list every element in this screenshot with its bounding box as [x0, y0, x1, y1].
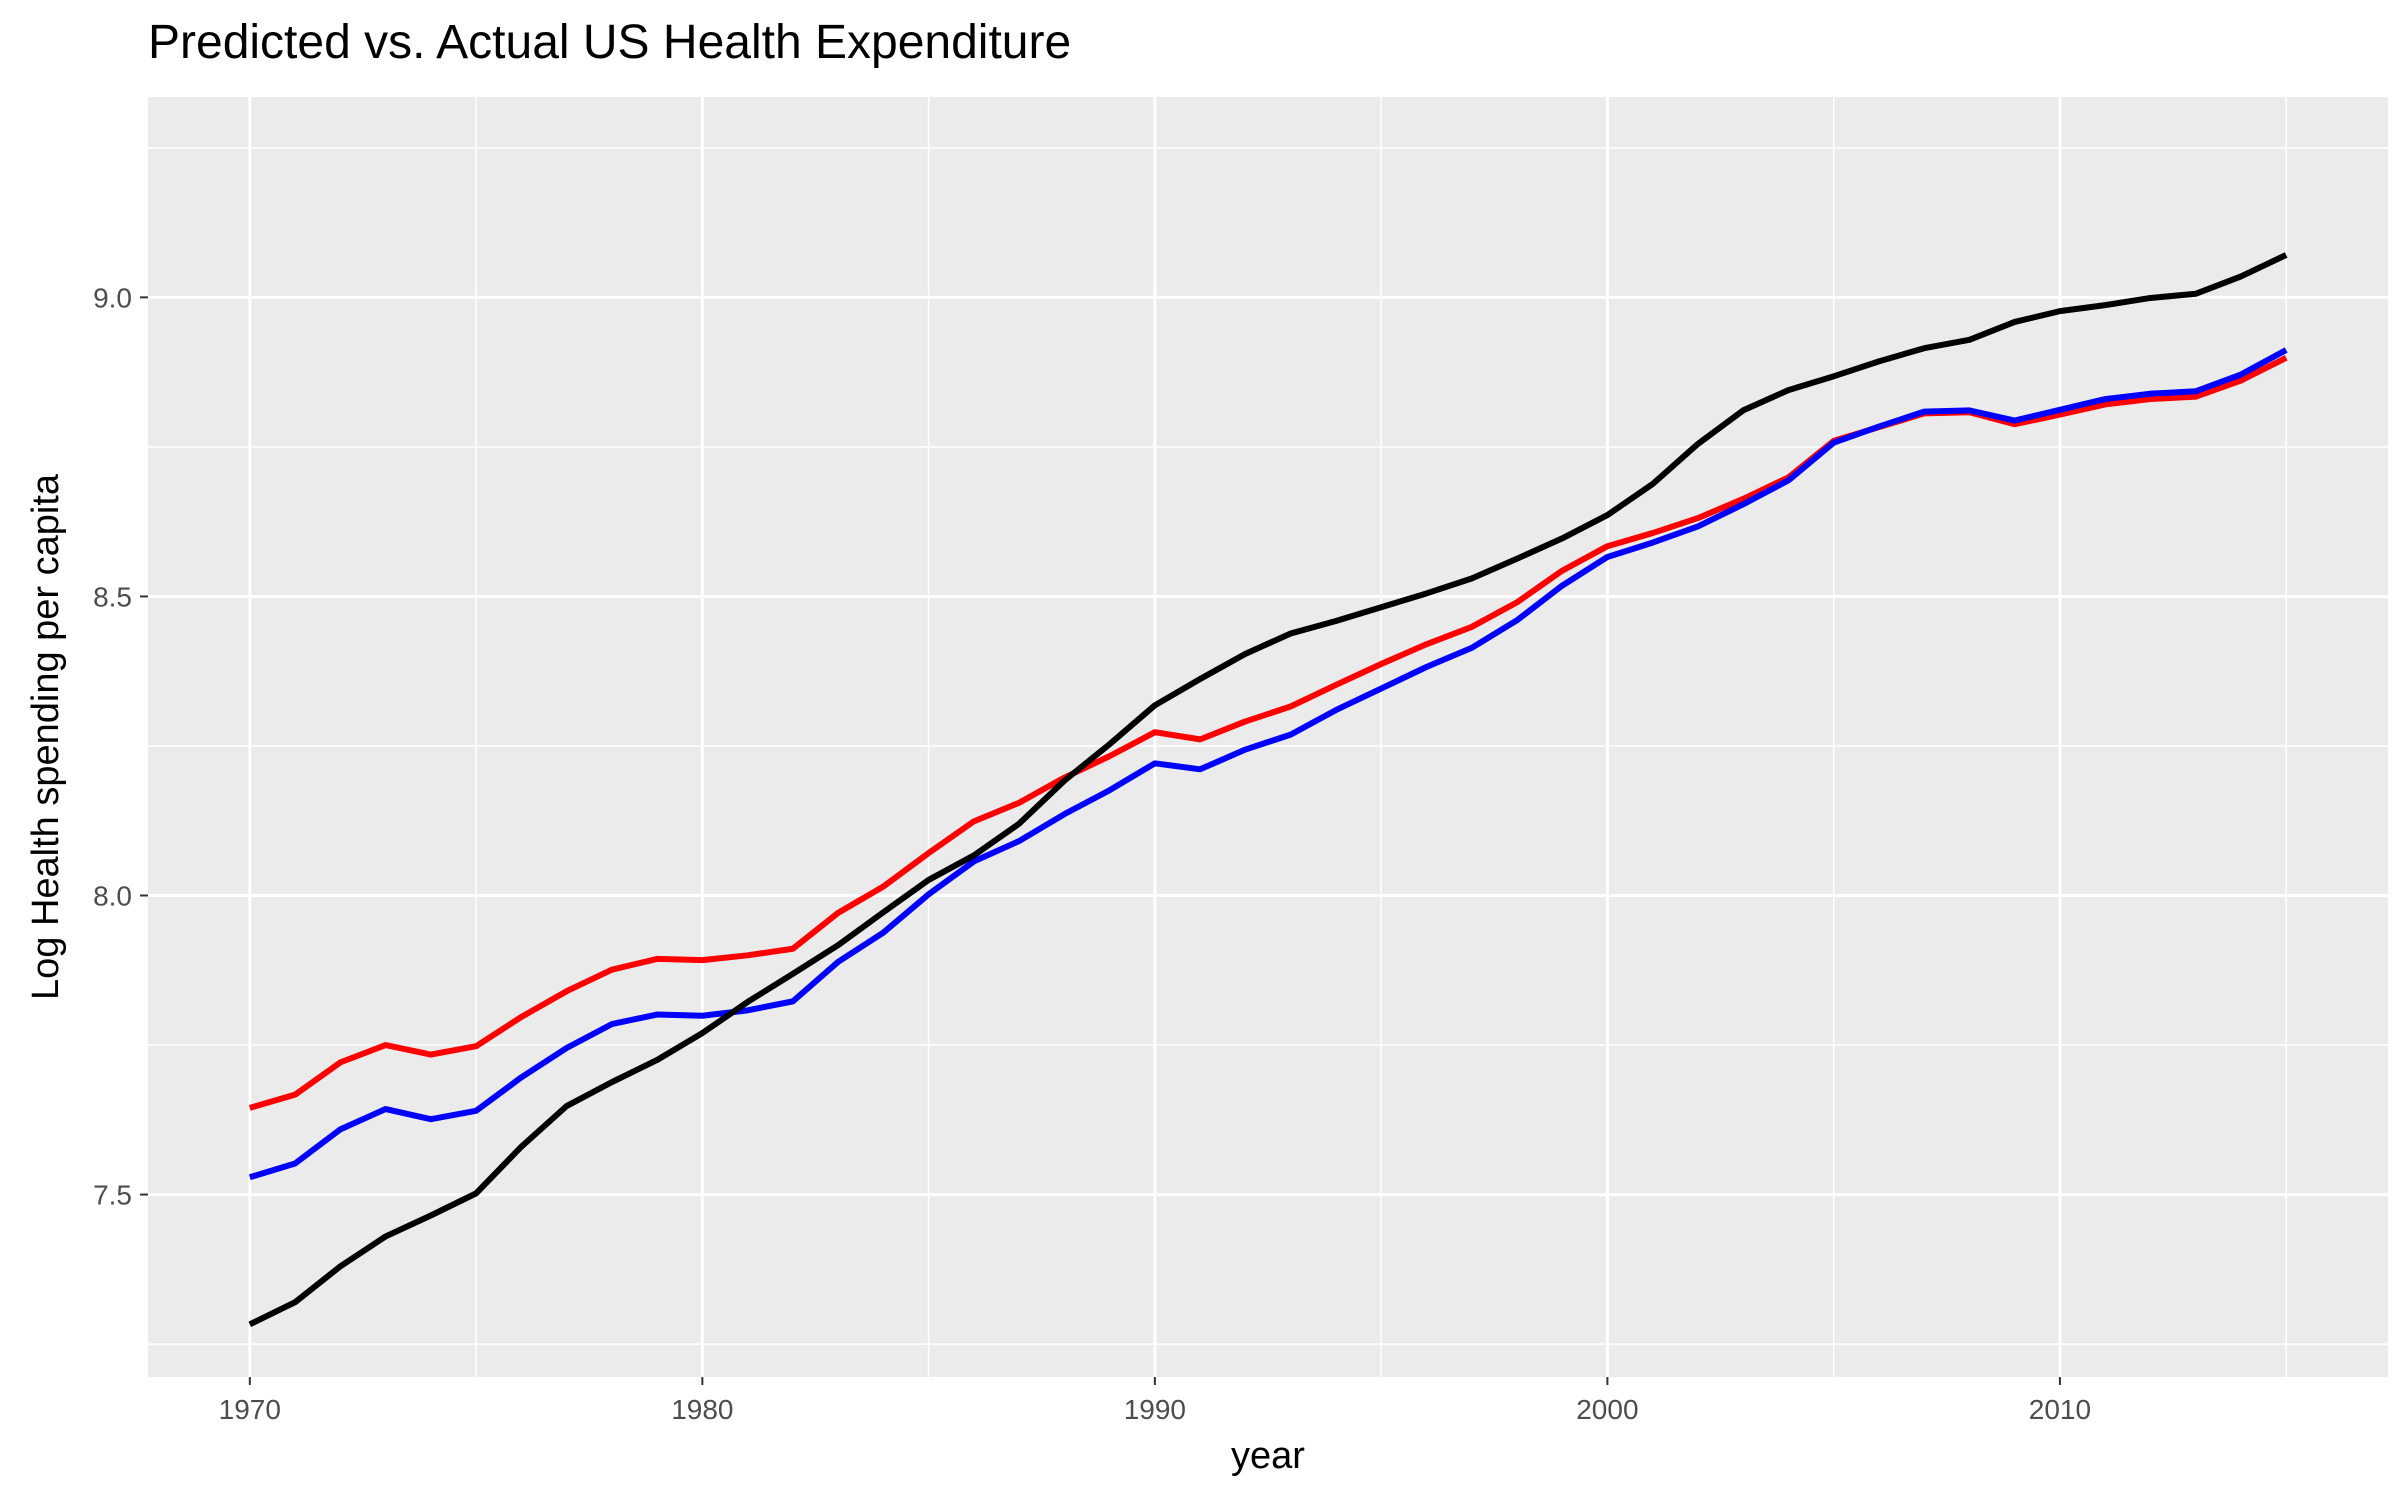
minor-gridlines — [148, 97, 2388, 1377]
y-tick-label: 8.0 — [93, 881, 132, 912]
y-axis-ticks: 7.5 8.0 8.5 9.0 — [93, 282, 148, 1211]
y-tick-label: 8.5 — [93, 581, 132, 612]
x-axis-ticks: 1970 1980 1990 2000 2010 — [219, 1377, 2091, 1425]
x-tick-label: 1990 — [1124, 1394, 1186, 1425]
x-tick-label: 1980 — [671, 1394, 733, 1425]
series-lines — [248, 252, 2288, 1328]
y-tick-label: 7.5 — [93, 1180, 132, 1211]
x-tick-label: 2010 — [2029, 1394, 2091, 1425]
x-axis-title: year — [1231, 1435, 1305, 1477]
chart-title: Predicted vs. Actual US Health Expenditu… — [148, 16, 1071, 69]
series-blue-line — [248, 347, 2288, 1181]
major-gridlines — [148, 97, 2388, 1377]
y-tick-label: 9.0 — [93, 282, 132, 313]
x-tick-label: 1970 — [219, 1394, 281, 1425]
series-black-line — [248, 252, 2288, 1328]
x-tick-label: 2000 — [1576, 1394, 1638, 1425]
plot-panel — [148, 97, 2388, 1377]
y-axis-title: Log Health spending per capita — [25, 473, 67, 1000]
